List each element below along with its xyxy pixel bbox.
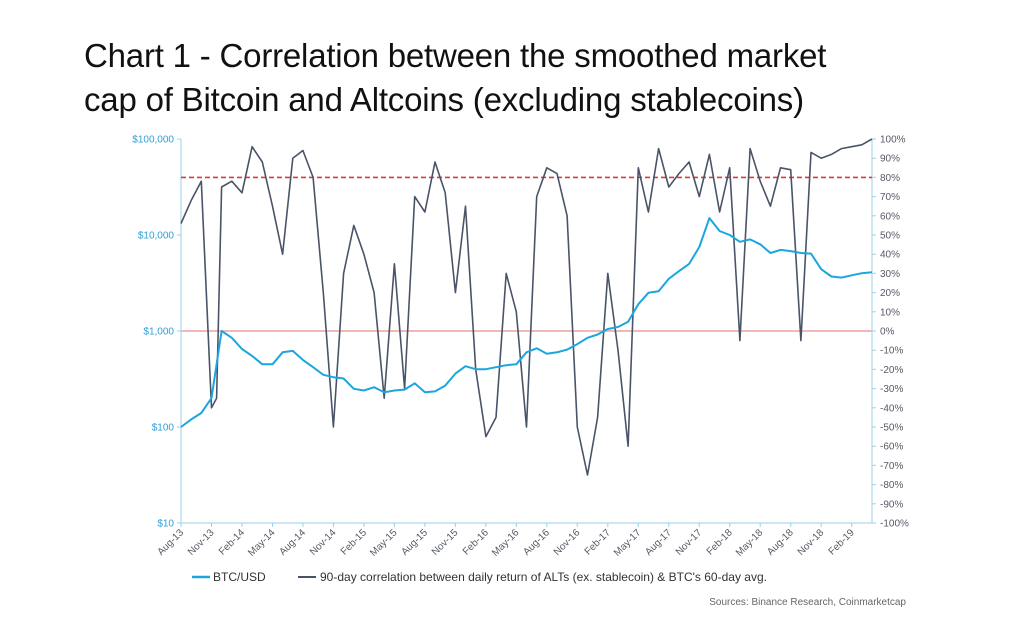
right-tick-label: 0% [880, 327, 895, 338]
series-line-correlation [180, 138, 873, 476]
left-axis-ticks: $10 $100 $1,000 $10,000 $100,000 [132, 135, 181, 530]
right-tick-label: 30% [880, 269, 900, 280]
series-line-btc-usd [180, 217, 873, 428]
right-tick-label: -10% [880, 346, 903, 357]
reference-lines [181, 176, 872, 332]
x-tick-label: Nov-14 [308, 527, 339, 558]
chart-title-line-2: cap of Bitcoin and Altcoins (excluding s… [84, 81, 804, 118]
x-tick-label: May-16 [490, 527, 522, 559]
legend-label-correlation: 90-day correlation between daily return … [320, 570, 767, 584]
x-tick-label: Feb-14 [217, 527, 247, 557]
x-tick-label: May-14 [246, 527, 278, 559]
right-tick-label: -70% [880, 461, 903, 472]
right-tick-label: 40% [880, 250, 900, 261]
left-tick-label: $10 [157, 519, 174, 530]
x-tick-label: Feb-18 [705, 527, 735, 557]
right-tick-label: -50% [880, 423, 903, 434]
x-tick-label: Aug-15 [399, 527, 430, 558]
x-tick-label: Nov-18 [796, 527, 827, 558]
x-tick-label: Nov-16 [552, 527, 583, 558]
x-tick-label: Feb-15 [339, 527, 369, 557]
legend: BTC/USD 90-day correlation between daily … [192, 570, 767, 584]
chart-title-line-1: Chart 1 - Correlation between the smooth… [84, 37, 827, 74]
x-tick-label: Aug-16 [521, 527, 552, 558]
right-tick-label: 60% [880, 211, 900, 222]
left-tick-label: $10,000 [138, 231, 175, 242]
right-tick-label: 90% [880, 154, 900, 165]
x-tick-label: Nov-15 [430, 527, 461, 558]
x-tick-label: Aug-14 [277, 527, 308, 558]
right-tick-label: -80% [880, 480, 903, 491]
source-note: Sources: Binance Research, Coinmarketcap [709, 597, 906, 608]
chart-series [180, 138, 873, 476]
x-tick-label: Aug-17 [643, 527, 674, 558]
right-tick-label: 80% [880, 173, 900, 184]
x-tick-label: Feb-16 [461, 527, 491, 557]
left-tick-label: $100,000 [132, 135, 174, 146]
right-tick-label: 100% [880, 135, 906, 146]
right-tick-label: -40% [880, 403, 903, 414]
x-axis-ticks: Aug-13 Nov-13 Feb-14 May-14 Aug-14 Nov-14 Feb-… [156, 523, 857, 559]
right-tick-label: -30% [880, 384, 903, 395]
right-tick-label: -90% [880, 499, 903, 510]
x-tick-label: Nov-17 [674, 527, 705, 558]
chart-title: Chart 1 - Correlation between the smooth… [84, 34, 984, 122]
right-tick-label: -60% [880, 442, 903, 453]
legend-label-btc-usd: BTC/USD [213, 570, 266, 584]
x-tick-label: May-17 [612, 527, 644, 559]
right-tick-label: 50% [880, 231, 900, 242]
right-tick-label: 20% [880, 288, 900, 299]
x-tick-label: May-15 [368, 527, 400, 559]
right-tick-label: 70% [880, 192, 900, 203]
x-tick-label: Aug-13 [156, 527, 187, 558]
left-tick-label: $100 [152, 423, 175, 434]
x-tick-label: Feb-17 [583, 527, 613, 557]
left-tick-label: $1,000 [143, 327, 174, 338]
x-tick-label: Aug-18 [765, 527, 796, 558]
x-tick-label: Nov-13 [186, 527, 217, 558]
x-tick-label: Feb-19 [827, 527, 857, 557]
right-axis-ticks: 100% 90% 80% 70% 60% 50% 40% 30% 20% 10% 0% -10% -20… [872, 135, 909, 530]
right-tick-label: 10% [880, 307, 900, 318]
x-tick-label: May-18 [734, 527, 766, 559]
right-tick-label: -20% [880, 365, 903, 376]
right-tick-label: -100% [880, 519, 909, 530]
